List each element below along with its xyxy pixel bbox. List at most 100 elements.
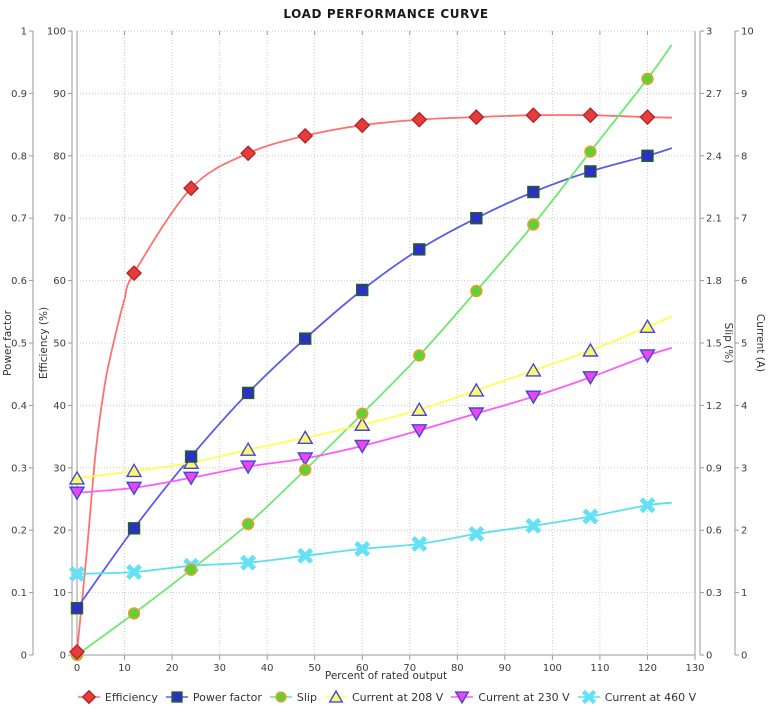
svg-text:10: 10 bbox=[118, 663, 131, 674]
legend-item-efficiency[interactable]: Efficiency bbox=[76, 689, 158, 705]
svg-text:10: 10 bbox=[741, 27, 754, 38]
svg-text:1: 1 bbox=[21, 27, 27, 38]
svg-text:2.1: 2.1 bbox=[706, 214, 722, 225]
svg-text:0: 0 bbox=[74, 663, 80, 674]
series-current-at-208-v-line bbox=[76, 315, 673, 480]
legend-label: Current at 460 V bbox=[604, 690, 697, 704]
svg-text:7: 7 bbox=[741, 214, 747, 225]
chart-title: LOAD PERFORMANCE CURVE bbox=[283, 7, 488, 21]
series-slip-line bbox=[76, 44, 673, 656]
svg-text:2: 2 bbox=[741, 526, 747, 537]
series-power-factor-line bbox=[76, 147, 673, 610]
svg-text:40: 40 bbox=[53, 401, 66, 412]
svg-text:0: 0 bbox=[706, 651, 712, 662]
legend-item-current-at-208-v[interactable]: Current at 208 V bbox=[323, 689, 443, 705]
series-current-at-460-v-line bbox=[76, 501, 673, 575]
efficiency-legend-marker-icon bbox=[77, 689, 100, 705]
power-factor-axis: 0 0.1 0.2 0.3 0.4 0.5 0.6 0.7 0.8 0.9 1 bbox=[11, 27, 34, 662]
legend-label: Current at 208 V bbox=[351, 690, 444, 704]
current-at-230-v-legend-marker-icon bbox=[451, 691, 474, 705]
svg-text:1.8: 1.8 bbox=[706, 276, 722, 287]
svg-text:0.9: 0.9 bbox=[706, 463, 722, 474]
svg-text:0.1: 0.1 bbox=[11, 588, 27, 599]
svg-text:0: 0 bbox=[21, 651, 27, 662]
svg-text:6: 6 bbox=[741, 276, 747, 287]
svg-text:40: 40 bbox=[261, 663, 274, 674]
series-current-at-230-v-markers bbox=[68, 349, 656, 501]
series-efficiency-markers bbox=[69, 107, 656, 660]
svg-text:30: 30 bbox=[213, 663, 226, 674]
svg-text:60: 60 bbox=[53, 276, 66, 287]
plot-border bbox=[76, 31, 696, 656]
x-axis: 0 10 20 30 40 50 60 70 80 90 100 110 120 130 bbox=[74, 31, 705, 674]
legend-item-power-factor[interactable]: Power factor bbox=[164, 689, 262, 705]
efficiency-axis: 0 10 20 30 40 50 60 70 80 90 100 bbox=[47, 27, 73, 662]
series-current-at-230-v-line bbox=[76, 347, 673, 494]
svg-text:1.5: 1.5 bbox=[706, 339, 722, 350]
svg-text:0.3: 0.3 bbox=[706, 588, 722, 599]
svg-text:0.4: 0.4 bbox=[11, 401, 27, 412]
svg-text:0.9: 0.9 bbox=[11, 89, 27, 100]
svg-text:2.7: 2.7 bbox=[706, 89, 722, 100]
svg-text:0.6: 0.6 bbox=[11, 276, 27, 287]
slip-axis-title: Slip (%) bbox=[722, 323, 734, 364]
svg-text:2.4: 2.4 bbox=[706, 151, 722, 162]
svg-text:80: 80 bbox=[53, 151, 66, 162]
svg-text:8: 8 bbox=[741, 151, 747, 162]
x-axis-title: Percent of rated output bbox=[325, 670, 447, 682]
svg-text:0.6: 0.6 bbox=[706, 526, 722, 537]
legend-item-current-at-230-v[interactable]: Current at 230 V bbox=[449, 689, 570, 705]
svg-text:20: 20 bbox=[166, 663, 179, 674]
svg-text:1: 1 bbox=[741, 588, 747, 599]
power-factor-axis-title: Power factor bbox=[2, 309, 14, 376]
chart-legend: Efficiency Power factor Slip Current at 208… bbox=[0, 685, 772, 709]
current-at-208-v-legend-marker-icon bbox=[324, 689, 347, 703]
svg-text:0.5: 0.5 bbox=[11, 339, 27, 350]
svg-text:1.2: 1.2 bbox=[706, 401, 722, 412]
series-current-at-208-v-markers bbox=[68, 318, 656, 485]
current-at-460-v-legend-marker-icon bbox=[577, 689, 600, 705]
gridlines bbox=[77, 30, 695, 655]
power-factor-legend-marker-icon bbox=[165, 691, 188, 703]
svg-text:50: 50 bbox=[308, 663, 321, 674]
svg-text:0.7: 0.7 bbox=[11, 214, 27, 225]
legend-label: Efficiency bbox=[104, 690, 158, 704]
svg-text:5: 5 bbox=[741, 339, 747, 350]
svg-text:0: 0 bbox=[741, 651, 747, 662]
series-efficiency-line bbox=[76, 114, 673, 653]
legend-label: Current at 230 V bbox=[478, 690, 570, 704]
slip-legend-marker-icon bbox=[269, 691, 292, 703]
legend-label: Power factor bbox=[192, 690, 262, 704]
svg-text:20: 20 bbox=[53, 526, 66, 537]
svg-text:0.8: 0.8 bbox=[11, 151, 27, 162]
svg-text:4: 4 bbox=[741, 401, 747, 412]
svg-text:0.2: 0.2 bbox=[11, 526, 27, 537]
svg-text:0: 0 bbox=[60, 651, 66, 662]
svg-text:60: 60 bbox=[356, 663, 369, 674]
svg-text:90: 90 bbox=[498, 663, 511, 674]
slip-axis: 0 0.3 0.6 0.9 1.2 1.5 1.8 2.1 2.4 2.7 3 bbox=[699, 27, 722, 662]
svg-text:30: 30 bbox=[53, 463, 66, 474]
svg-text:3: 3 bbox=[741, 463, 747, 474]
svg-text:110: 110 bbox=[590, 663, 609, 674]
current-axis-title: Current (A) bbox=[754, 314, 766, 372]
svg-text:120: 120 bbox=[638, 663, 657, 674]
legend-item-current-at-460-v[interactable]: Current at 460 V bbox=[576, 689, 696, 705]
svg-text:100: 100 bbox=[47, 27, 66, 38]
svg-text:3: 3 bbox=[706, 27, 712, 38]
svg-text:10: 10 bbox=[53, 588, 66, 599]
svg-text:130: 130 bbox=[685, 663, 704, 674]
svg-text:70: 70 bbox=[403, 663, 416, 674]
legend-item-slip[interactable]: Slip bbox=[268, 689, 317, 705]
svg-text:70: 70 bbox=[53, 214, 66, 225]
series-slip-markers bbox=[70, 72, 654, 662]
legend-label: Slip bbox=[296, 690, 317, 704]
svg-text:80: 80 bbox=[451, 663, 464, 674]
svg-text:90: 90 bbox=[53, 89, 66, 100]
svg-text:50: 50 bbox=[53, 339, 66, 350]
efficiency-axis-title: Efficiency (%) bbox=[38, 307, 50, 379]
svg-text:0.3: 0.3 bbox=[11, 463, 27, 474]
current-axis: 0 1 2 3 4 5 6 7 8 9 10 bbox=[734, 27, 754, 662]
